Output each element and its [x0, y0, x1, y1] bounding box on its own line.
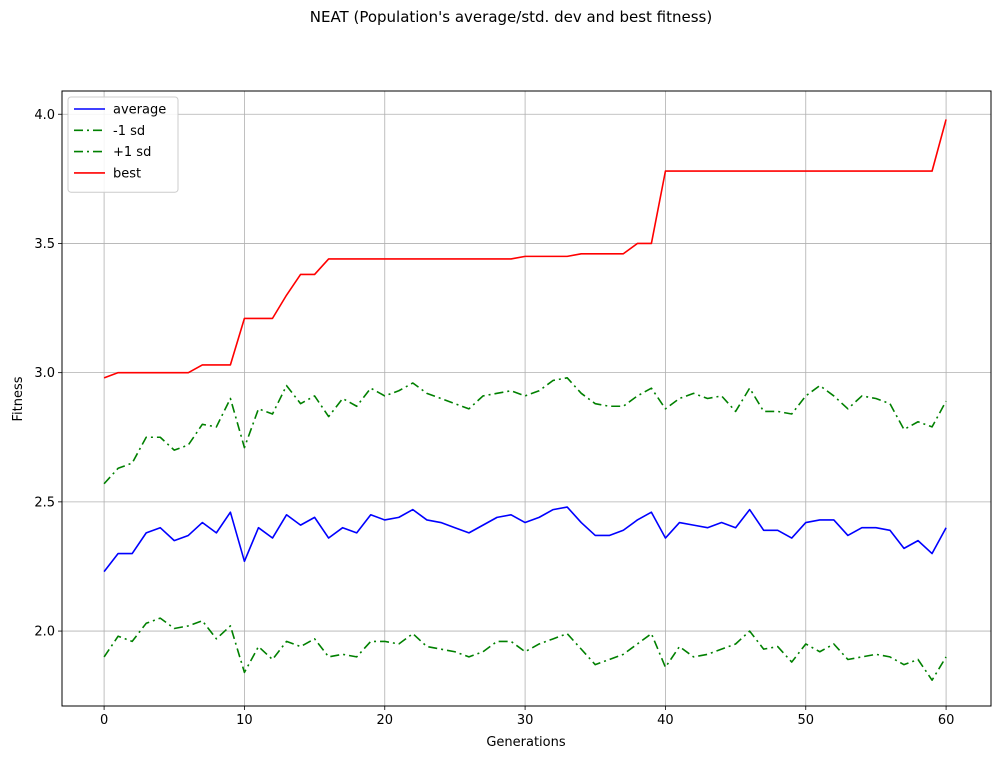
series-line-1-sd: [103, 377, 947, 485]
plot-frame: [61, 90, 992, 707]
y-axis-label: Fitness: [11, 376, 26, 421]
plot-lines: [103, 119, 947, 681]
grid: [62, 91, 991, 706]
x-tick-label: 30: [517, 713, 534, 728]
axis-ticks: 0 10 20 30 40 50 60 2.0 2.5 3.0 3.5 4.0: [34, 108, 954, 728]
x-tick-label: 60: [938, 713, 955, 728]
chart-title: NEAT (Population's average/std. dev and …: [310, 8, 712, 26]
legend: average -1 sd +1 sd best: [67, 96, 179, 193]
y-tick-label: 3.0: [34, 366, 55, 381]
legend-box: [67, 96, 179, 193]
x-tick-label: 20: [376, 713, 393, 728]
x-tick-label: 10: [236, 713, 253, 728]
series-line-average: [103, 506, 947, 573]
y-tick-label: 3.5: [34, 237, 55, 252]
x-tick-label: 50: [797, 713, 814, 728]
y-tick-label: 2.0: [34, 625, 55, 640]
series-line-best: [103, 119, 947, 379]
legend-label: best: [113, 166, 141, 181]
x-tick-label: 40: [657, 713, 674, 728]
series-line-1-sd: [103, 617, 947, 681]
y-tick-label: 2.5: [34, 495, 55, 510]
legend-label: +1 sd: [113, 145, 151, 160]
x-tick-label: 0: [100, 713, 108, 728]
legend-label: average: [113, 103, 166, 118]
x-axis-label: Generations: [486, 735, 566, 750]
y-tick-label: 4.0: [34, 108, 55, 123]
legend-label: -1 sd: [113, 124, 145, 139]
